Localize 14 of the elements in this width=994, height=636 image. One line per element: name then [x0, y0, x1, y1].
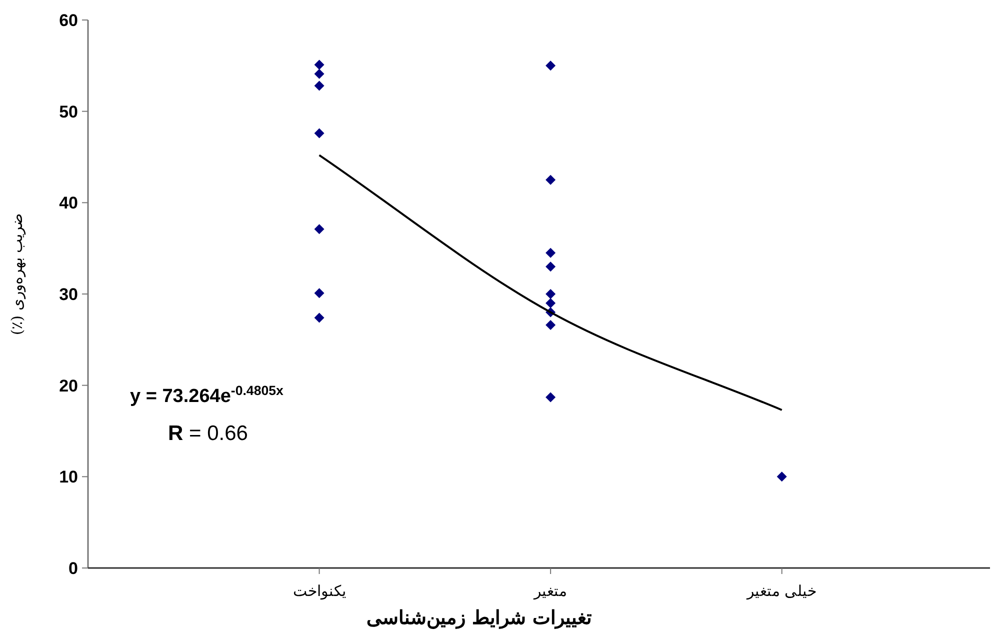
annotation: R = 0.66 — [168, 422, 248, 445]
y-tick-label: 20 — [59, 376, 78, 396]
y-axis-title: ضریب بهره‌وری (٪) — [8, 212, 26, 336]
y-tick-label: 0 — [68, 559, 78, 578]
x-axis-title: تغییرات شرایط زمین‌شناسی — [366, 607, 592, 629]
x-tick-label: خیلی متغیر — [746, 582, 817, 600]
x-tick-label: متغیر — [533, 582, 568, 600]
y-tick-label: 30 — [59, 285, 78, 304]
x-tick-label: یکنواخت — [292, 582, 346, 600]
y-tick-label: 60 — [59, 11, 78, 30]
y-tick-label: 40 — [59, 194, 78, 213]
text: y = 73.264e$^{-0.4805x}$ — [130, 382, 284, 407]
y-tick-label: 50 — [59, 102, 78, 122]
y-tick-label: 10 — [59, 468, 78, 487]
